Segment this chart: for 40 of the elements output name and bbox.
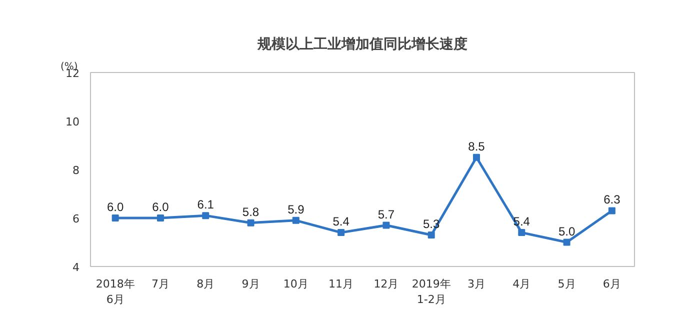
data-label: 5.0 — [558, 224, 576, 238]
data-label: 6.0 — [106, 200, 124, 214]
data-label: 5.8 — [242, 204, 260, 219]
point — [428, 231, 435, 238]
data-label: 6.0 — [152, 200, 170, 214]
x-tick-label: 9月 — [242, 278, 260, 290]
data-label: 5.4 — [332, 214, 350, 229]
data-label: 5.9 — [288, 202, 305, 216]
y-tick-label: 10 — [66, 116, 80, 128]
x-tick-label: 3月 — [467, 278, 486, 290]
point — [338, 229, 345, 236]
x-tick-label: 10月 — [283, 278, 308, 290]
point — [608, 207, 616, 214]
chart-title: 规模以上工业增加值同比增长速度 — [256, 36, 468, 52]
x-tick-label: 5月 — [558, 278, 576, 290]
x-tick-label: 2018年 6月 — [96, 278, 135, 306]
point — [292, 216, 300, 224]
point — [472, 154, 480, 161]
x-tick-label: 8月 — [196, 278, 215, 290]
data-label: 8.5 — [468, 139, 486, 154]
y-tick-label: 8 — [72, 164, 80, 177]
x-tick-label: 12月 — [374, 278, 399, 290]
point — [156, 214, 164, 222]
data-label: 6.3 — [604, 192, 621, 207]
x-tick-label: 6月 — [602, 278, 621, 290]
point — [518, 229, 526, 236]
point — [112, 214, 119, 222]
y-tick-label: 6 — [72, 212, 80, 226]
point — [202, 212, 210, 220]
point — [247, 219, 254, 226]
x-tick-label: 7月 — [151, 278, 170, 290]
point — [563, 238, 570, 246]
x-tick-label: 4月 — [512, 278, 531, 290]
data-label: 6.1 — [197, 198, 214, 212]
data-label: 5.7 — [378, 207, 395, 222]
point — [382, 222, 390, 229]
y-tick-label: 4 — [72, 261, 80, 274]
x-tick-label: 11月 — [328, 278, 354, 290]
y-tick-label: 12 — [66, 67, 80, 80]
x-tick-label: 2019年 1-2月 — [412, 278, 451, 306]
